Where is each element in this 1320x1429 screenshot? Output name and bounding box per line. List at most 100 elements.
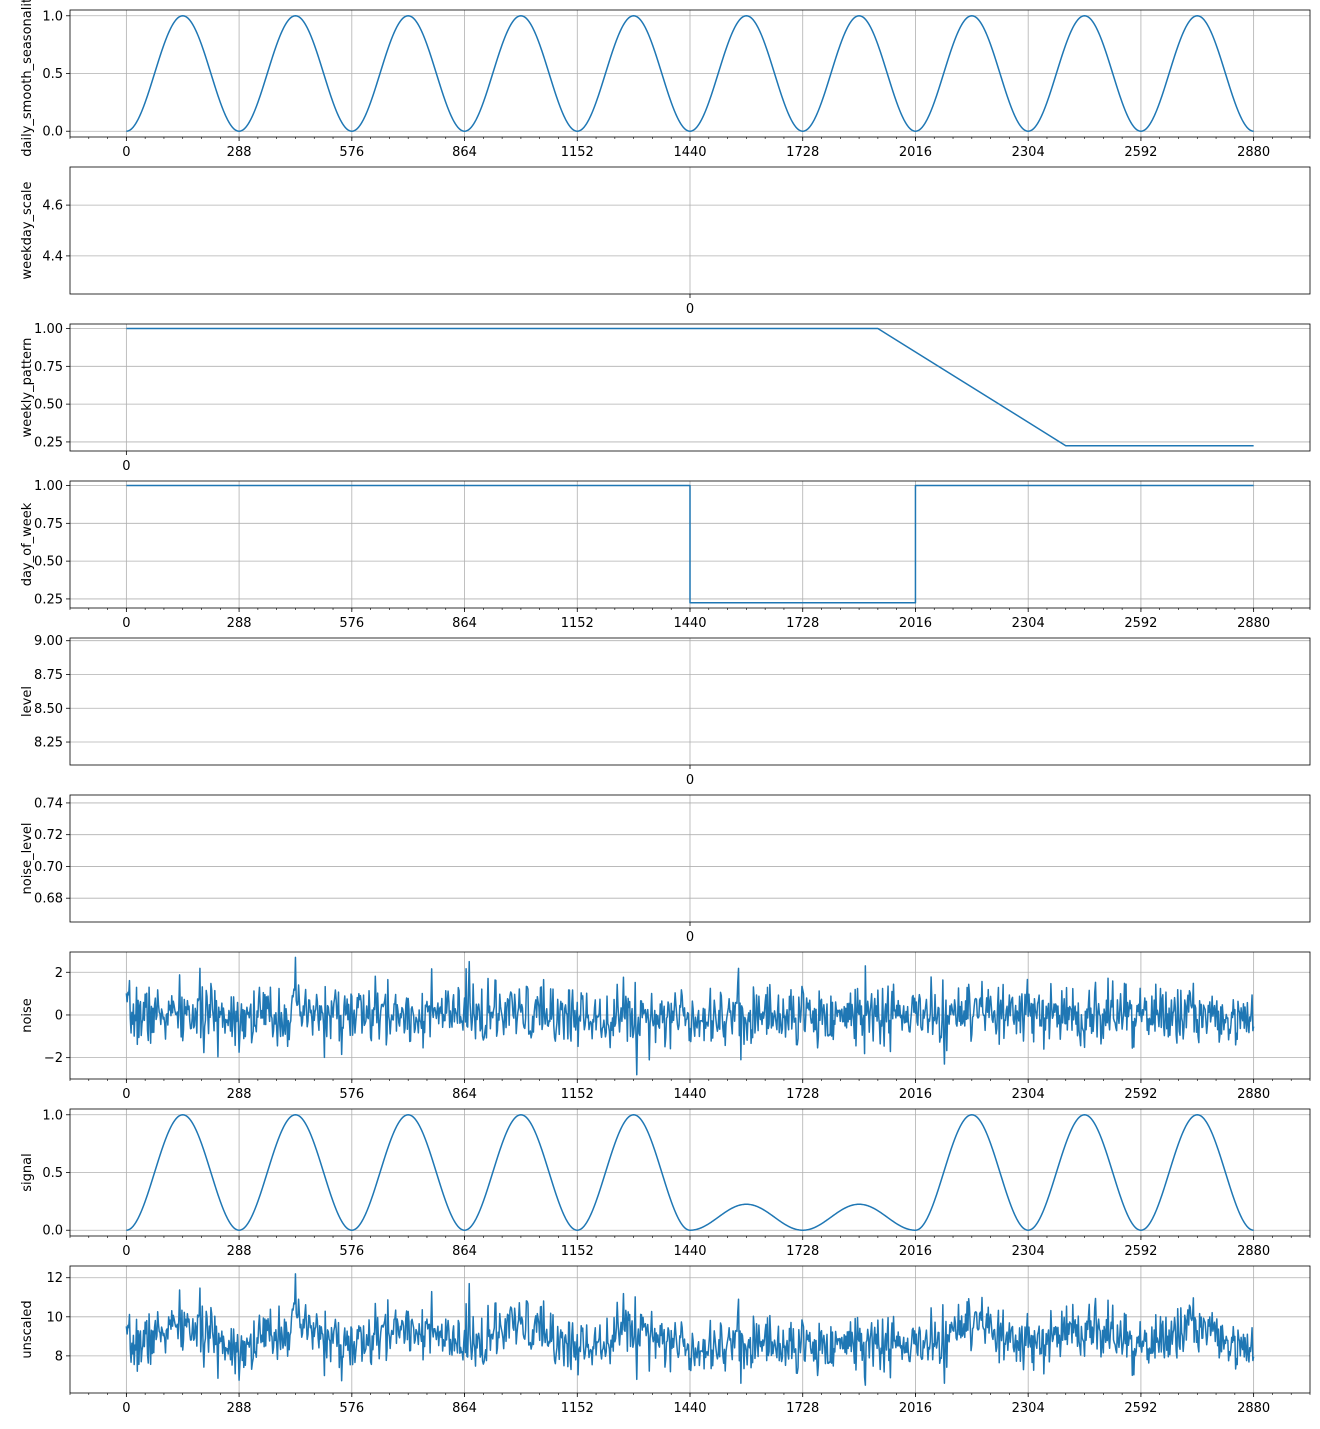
- x-tick-label: 1440: [673, 616, 706, 631]
- x-tick-label: 864: [452, 145, 477, 160]
- x-tick-label: 2880: [1237, 1087, 1270, 1102]
- x-tick-label: 0: [686, 930, 694, 945]
- x-tick-label: 1440: [673, 145, 706, 160]
- subplot-weekday-scale: 4.4 4.6 0 weekday_scale: [20, 166, 1311, 317]
- x-tick-label: 864: [452, 616, 477, 631]
- y-tick-label: 0.0: [42, 125, 63, 140]
- x-tick-label: 2880: [1237, 145, 1270, 160]
- y-axis-label: noise_level: [20, 823, 35, 895]
- x-tick-label: 2304: [1012, 145, 1045, 160]
- x-tick-label: 1152: [561, 616, 594, 631]
- x-tick-label: 576: [339, 145, 364, 160]
- x-tick-label: 2016: [899, 1401, 932, 1416]
- x-tick-label: 1440: [673, 1244, 706, 1259]
- x-tick-label: 2304: [1012, 1087, 1045, 1102]
- x-tick-label: 0: [122, 1244, 130, 1259]
- x-tick-label: 1728: [786, 1401, 819, 1416]
- x-tick-label: 2592: [1124, 1401, 1157, 1416]
- y-tick-label: 8.75: [34, 668, 63, 683]
- y-tick-label: 10: [46, 1310, 63, 1325]
- y-tick-label: 0: [55, 1008, 63, 1023]
- series-line: [126, 15, 1254, 132]
- y-axis-label: day_of_week: [20, 502, 35, 586]
- y-tick-label: 8.50: [34, 702, 63, 717]
- x-tick-label: 2880: [1237, 1244, 1270, 1259]
- x-tick-label: 0: [122, 616, 130, 631]
- x-tick-label: 864: [452, 1401, 477, 1416]
- x-tick-label: 576: [339, 1244, 364, 1259]
- x-tick-label: 864: [452, 1087, 477, 1102]
- series-line: [126, 1114, 1254, 1231]
- series-line: [125, 1273, 1255, 1386]
- x-tick-label: 2016: [899, 616, 932, 631]
- y-tick-label: 0.75: [34, 517, 63, 532]
- y-tick-label: −2: [44, 1051, 63, 1066]
- x-tick-label: 2592: [1124, 616, 1157, 631]
- y-tick-label: 4.6: [42, 199, 63, 214]
- x-tick-label: 0: [122, 1401, 130, 1416]
- y-axis-label: weekly_pattern: [20, 338, 35, 438]
- x-tick-label: 1728: [786, 616, 819, 631]
- y-tick-label: 0.75: [34, 360, 63, 375]
- x-tick-label: 2592: [1124, 1244, 1157, 1259]
- y-axis-label: noise: [20, 998, 35, 1033]
- x-tick-label: 2304: [1012, 616, 1045, 631]
- y-axis-label: unscaled: [20, 1300, 35, 1358]
- y-tick-label: 0.74: [34, 796, 63, 811]
- x-tick-label: 2592: [1124, 145, 1157, 160]
- x-tick-label: 1728: [786, 1087, 819, 1102]
- y-axis-label: signal: [20, 1153, 35, 1191]
- x-tick-label: 2016: [899, 1244, 932, 1259]
- y-tick-label: 4.4: [42, 249, 63, 264]
- y-tick-label: 0.5: [42, 67, 63, 82]
- x-tick-label: 1152: [561, 1087, 594, 1102]
- series-line: [126, 484, 1254, 604]
- x-tick-label: 1152: [561, 1244, 594, 1259]
- x-tick-label: 2016: [899, 145, 932, 160]
- x-tick-label: 2304: [1012, 1401, 1045, 1416]
- y-tick-label: 0.25: [34, 592, 63, 607]
- y-tick-label: 0.68: [34, 892, 63, 907]
- series-line: [126, 327, 1254, 447]
- subplot-noise-level: 0.68 0.70 0.72 0.74 0 noise_level: [20, 794, 1311, 945]
- y-tick-label: 1.0: [42, 9, 63, 24]
- subplot-weekly-pattern: 0.25 0.50 0.75 1.00 0 weekly_pattern: [20, 322, 1311, 474]
- y-tick-label: 0.0: [42, 1224, 63, 1239]
- y-tick-label: 9.00: [34, 634, 63, 649]
- y-tick-label: 0.72: [34, 828, 63, 843]
- x-tick-label: 2016: [899, 1087, 932, 1102]
- x-tick-label: 2880: [1237, 616, 1270, 631]
- x-tick-label: 1152: [561, 145, 594, 160]
- y-tick-label: 1.0: [42, 1108, 63, 1123]
- x-tick-label: 1440: [673, 1401, 706, 1416]
- y-tick-label: 8: [55, 1349, 63, 1364]
- y-tick-label: 1.00: [34, 479, 63, 494]
- axes-frame: [69, 323, 1311, 452]
- subplot-unscaled: 8 10 12 0 288 576 864 1152 1440 1728 2016 2304 2592 2…: [20, 1265, 1311, 1416]
- x-tick-label: 1728: [786, 145, 819, 160]
- x-tick-label: 2880: [1237, 1401, 1270, 1416]
- y-tick-label: 0.50: [34, 398, 63, 413]
- x-tick-label: 288: [227, 145, 252, 160]
- y-tick-label: 0.50: [34, 555, 63, 570]
- x-tick-label: 0: [686, 773, 694, 788]
- x-tick-label: 576: [339, 616, 364, 631]
- y-tick-label: 1.00: [34, 322, 63, 337]
- y-axis-label: level: [20, 686, 35, 717]
- x-tick-label: 0: [122, 145, 130, 160]
- x-tick-label: 288: [227, 616, 252, 631]
- subplot-signal: 0.0 0.5 1.0 0 288 576 864 1152 1440 1728 2016 2304 2…: [20, 1108, 1311, 1259]
- x-tick-label: 864: [452, 1244, 477, 1259]
- subplot-day-of-week: 0.25 0.50 0.75 1.00 0 288 576 864 1152 1440 1728 20…: [20, 479, 1311, 631]
- x-tick-label: 288: [227, 1401, 252, 1416]
- x-tick-label: 2592: [1124, 1087, 1157, 1102]
- x-tick-label: 576: [339, 1401, 364, 1416]
- y-tick-label: 2: [55, 966, 63, 981]
- y-axis-label: weekday_scale: [20, 181, 35, 279]
- x-tick-label: 288: [227, 1087, 252, 1102]
- x-tick-label: 2304: [1012, 1244, 1045, 1259]
- series-line: [125, 956, 1255, 1076]
- y-tick-label: 12: [46, 1271, 63, 1286]
- x-tick-label: 0: [686, 302, 694, 317]
